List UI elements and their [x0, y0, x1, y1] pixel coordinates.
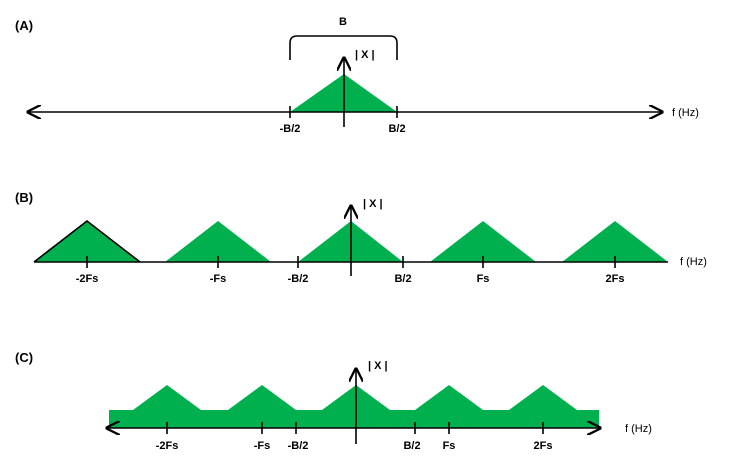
replica-spectrum	[34, 221, 140, 262]
tick-label: -B/2	[288, 273, 309, 285]
tick-label: -B/2	[288, 440, 309, 452]
axis-unit-label: f (Hz)	[680, 256, 707, 268]
bandwidth-label: B	[339, 16, 347, 28]
replica-spectrum	[430, 221, 536, 262]
panel-b-label: (B)	[15, 190, 33, 205]
replica-spectrum	[165, 221, 271, 262]
tick-label: -B/2	[280, 123, 301, 135]
tick-label: Fs	[477, 273, 490, 285]
tick-label: 2Fs	[534, 440, 553, 452]
tick-label: 2Fs	[606, 273, 625, 285]
panel-b: (B) f (Hz) | X | -2Fs -Fs -B/2 B/2 Fs 2F…	[15, 190, 707, 285]
tick-label: B/2	[388, 123, 405, 135]
panel-a: (A) B f (Hz) | X | -B/2 B/2	[15, 16, 699, 135]
tick-label: -Fs	[254, 440, 271, 452]
tick-label: Fs	[443, 440, 456, 452]
tick-label: -2Fs	[156, 440, 179, 452]
bandwidth-bracket	[289, 35, 398, 60]
magnitude-label: | X |	[368, 360, 388, 372]
aliased-spectrum	[109, 385, 599, 428]
magnitude-label: | X |	[363, 198, 383, 210]
tick-label: -2Fs	[76, 273, 99, 285]
panel-c: (C) f (Hz) | X | -2Fs -Fs -B/2 B/2 Fs 2F…	[15, 350, 652, 452]
magnitude-label: | X |	[355, 49, 375, 61]
replica-spectrum	[562, 221, 668, 262]
tick-label: -Fs	[210, 273, 227, 285]
tick-label: B/2	[394, 273, 411, 285]
panel-c-label: (C)	[15, 350, 33, 365]
replica-outline	[33, 219, 141, 263]
panel-a-label: (A)	[15, 18, 33, 33]
axis-unit-label: f (Hz)	[672, 107, 699, 119]
axis-unit-label: f (Hz)	[625, 423, 652, 435]
tick-label: B/2	[403, 440, 420, 452]
